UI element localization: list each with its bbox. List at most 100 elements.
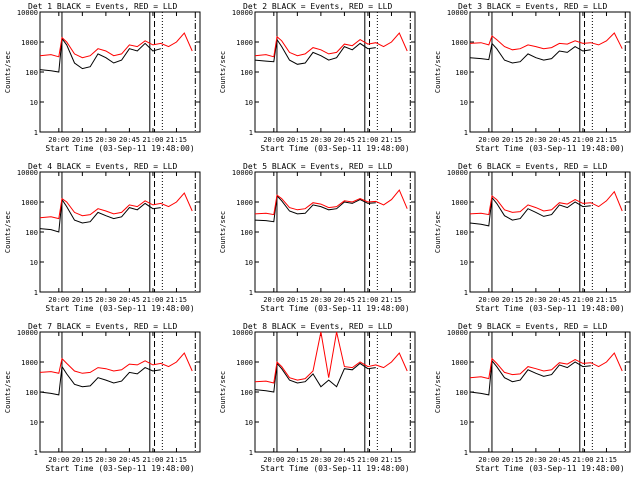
series-line xyxy=(39,37,161,73)
x-tick-label: 21:00 xyxy=(572,136,593,144)
y-tick-label: 10000 xyxy=(17,9,38,17)
x-tick-label: 21:15 xyxy=(166,136,187,144)
x-tick-label: 20:15 xyxy=(72,456,93,464)
x-tick-label: 20:15 xyxy=(72,296,93,304)
x-tick-label: 20:30 xyxy=(95,136,116,144)
plot-frame xyxy=(469,331,631,453)
plot-frame xyxy=(254,11,416,133)
series-line xyxy=(469,359,591,396)
series-line xyxy=(39,365,161,396)
series-line xyxy=(39,352,193,374)
y-tick-label: 100 xyxy=(455,389,468,397)
x-tick-label: 21:00 xyxy=(142,296,163,304)
y-tick-label: 10 xyxy=(245,259,253,267)
plot-frame xyxy=(254,331,416,453)
detector-panel: Det 5 BLACK = Events, RED = LLD 1 10 100 100… xyxy=(219,162,416,313)
detector-panel: Det 4 BLACK = Events, RED = LLD 1 10 100 100… xyxy=(4,162,201,313)
x-axis-label: Start Time (03-Sep-11 19:48:00) xyxy=(475,144,624,153)
x-tick-label: 20:45 xyxy=(119,456,140,464)
y-tick-label: 10 xyxy=(30,259,38,267)
y-tick-label: 1 xyxy=(464,289,468,297)
y-tick-label: 100 xyxy=(240,229,253,237)
x-tick-label: 20:30 xyxy=(525,456,546,464)
y-tick-label: 10 xyxy=(460,99,468,107)
y-tick-label: 100 xyxy=(240,69,253,77)
x-tick-label: 20:45 xyxy=(334,136,355,144)
x-tick-label: 20:15 xyxy=(502,296,523,304)
y-tick-label: 1 xyxy=(249,289,253,297)
x-tick-label: 20:45 xyxy=(119,296,140,304)
detector-panel: Det 7 BLACK = Events, RED = LLD 1 10 100 100… xyxy=(4,322,201,473)
y-tick-label: 10 xyxy=(460,419,468,427)
x-tick-label: 20:30 xyxy=(95,456,116,464)
x-tick-label: 20:15 xyxy=(502,136,523,144)
x-axis-label: Start Time (03-Sep-11 19:48:00) xyxy=(260,144,409,153)
x-tick-label: 21:00 xyxy=(142,136,163,144)
y-tick-label: 1000 xyxy=(21,39,38,47)
plot-frame xyxy=(39,171,201,293)
series-line xyxy=(469,32,623,51)
detector-panel: Det 1 BLACK = Events, RED = LLD 1 10 100 100… xyxy=(4,2,201,153)
x-tick-label: 21:00 xyxy=(357,296,378,304)
y-axis-label: Counts/sec xyxy=(219,51,227,93)
y-tick-label: 10000 xyxy=(447,329,468,337)
panel-title: Det 6 BLACK = Events, RED = LLD xyxy=(458,162,607,171)
y-axis-label: Counts/sec xyxy=(434,51,442,93)
x-tick-label: 20:15 xyxy=(287,456,308,464)
y-tick-label: 100 xyxy=(455,69,468,77)
x-axis-label: Start Time (03-Sep-11 19:48:00) xyxy=(45,304,194,313)
x-tick-label: 21:00 xyxy=(357,456,378,464)
y-tick-label: 10000 xyxy=(447,169,468,177)
series-line xyxy=(254,362,376,393)
y-tick-label: 1000 xyxy=(236,39,253,47)
x-tick-label: 20:15 xyxy=(287,296,308,304)
series-line xyxy=(39,192,193,220)
y-tick-label: 1000 xyxy=(21,199,38,207)
x-tick-label: 20:00 xyxy=(478,136,499,144)
x-tick-label: 21:15 xyxy=(596,136,617,144)
x-tick-label: 20:45 xyxy=(334,456,355,464)
plot-frame xyxy=(254,171,416,293)
x-axis-label: Start Time (03-Sep-11 19:48:00) xyxy=(475,304,624,313)
y-tick-label: 10 xyxy=(30,99,38,107)
x-tick-label: 20:45 xyxy=(334,296,355,304)
y-tick-label: 10000 xyxy=(232,329,253,337)
y-tick-label: 1000 xyxy=(451,359,468,367)
x-tick-label: 20:15 xyxy=(72,136,93,144)
x-axis-label: Start Time (03-Sep-11 19:48:00) xyxy=(260,464,409,473)
plot-frame xyxy=(39,11,201,133)
x-tick-label: 20:45 xyxy=(549,296,570,304)
x-tick-label: 20:15 xyxy=(502,456,523,464)
x-tick-label: 20:30 xyxy=(525,296,546,304)
x-axis-label: Start Time (03-Sep-11 19:48:00) xyxy=(260,304,409,313)
panel-title: Det 1 BLACK = Events, RED = LLD xyxy=(28,2,177,11)
y-tick-label: 10000 xyxy=(17,169,38,177)
series-line xyxy=(254,331,408,384)
series-line xyxy=(39,32,193,59)
x-tick-label: 20:00 xyxy=(48,296,69,304)
y-tick-label: 1 xyxy=(249,449,253,457)
y-tick-label: 100 xyxy=(240,389,253,397)
panel-title: Det 4 BLACK = Events, RED = LLD xyxy=(28,162,177,171)
series-line xyxy=(254,32,408,58)
x-tick-label: 20:45 xyxy=(549,456,570,464)
panel-title: Det 2 BLACK = Events, RED = LLD xyxy=(243,2,392,11)
x-axis-label: Start Time (03-Sep-11 19:48:00) xyxy=(45,144,194,153)
x-tick-label: 21:00 xyxy=(572,296,593,304)
plot-frame xyxy=(39,331,201,453)
panel-title: Det 5 BLACK = Events, RED = LLD xyxy=(243,162,392,171)
x-axis-label: Start Time (03-Sep-11 19:48:00) xyxy=(45,464,194,473)
x-tick-label: 20:30 xyxy=(95,296,116,304)
y-tick-label: 100 xyxy=(25,69,38,77)
y-tick-label: 10 xyxy=(30,419,38,427)
detector-panel: Det 9 BLACK = Events, RED = LLD 1 10 100 100… xyxy=(434,322,631,473)
y-tick-label: 10000 xyxy=(232,169,253,177)
y-tick-label: 10 xyxy=(245,99,253,107)
y-tick-label: 10000 xyxy=(17,329,38,337)
x-tick-label: 20:00 xyxy=(478,296,499,304)
x-axis-label: Start Time (03-Sep-11 19:48:00) xyxy=(475,464,624,473)
y-axis-label: Counts/sec xyxy=(434,211,442,253)
x-tick-label: 21:15 xyxy=(596,456,617,464)
x-tick-label: 21:00 xyxy=(572,456,593,464)
